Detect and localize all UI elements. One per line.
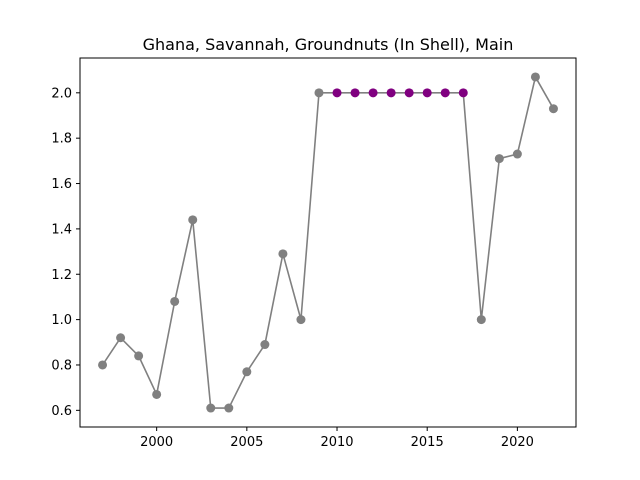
highlighted-data-point xyxy=(422,88,432,98)
data-point xyxy=(296,315,306,325)
data-point xyxy=(260,340,270,350)
x-tick-label: 2010 xyxy=(320,435,353,450)
series-line xyxy=(101,76,555,409)
data-point xyxy=(512,149,522,159)
y-tick-label: 1.0 xyxy=(51,313,72,328)
highlighted-data-point xyxy=(350,88,360,98)
highlighted-data-point xyxy=(386,88,396,98)
y-tick-label: 2.0 xyxy=(51,86,72,101)
y-tick-label: 1.2 xyxy=(51,268,72,283)
plot-area xyxy=(98,72,558,413)
x-tick-label: 2020 xyxy=(501,435,534,450)
highlighted-data-point xyxy=(458,88,468,98)
data-point xyxy=(188,215,198,225)
data-point xyxy=(116,333,126,343)
data-point xyxy=(134,351,144,361)
y-tick-label: 1.8 xyxy=(51,132,72,147)
data-point xyxy=(98,360,108,370)
data-point xyxy=(152,389,162,399)
highlighted-data-point xyxy=(332,88,342,98)
data-point xyxy=(548,104,558,114)
data-point xyxy=(278,249,288,259)
highlighted-data-point xyxy=(440,88,450,98)
x-tick-label: 2015 xyxy=(411,435,444,450)
y-tick-label: 1.6 xyxy=(51,177,72,192)
x-tick-label: 2005 xyxy=(230,435,263,450)
data-point xyxy=(494,154,504,164)
data-point xyxy=(530,72,540,82)
data-point xyxy=(206,403,216,413)
chart-title: Ghana, Savannah, Groundnuts (In Shell), … xyxy=(143,35,514,54)
data-point xyxy=(476,315,486,325)
data-point xyxy=(170,296,180,306)
y-tick-label: 0.8 xyxy=(51,358,72,373)
x-tick-label: 2000 xyxy=(140,435,173,450)
highlighted-data-point xyxy=(404,88,414,98)
axes-frame xyxy=(79,57,577,428)
data-point xyxy=(314,88,324,98)
data-point xyxy=(242,367,252,377)
y-tick-label: 1.4 xyxy=(51,222,72,237)
y-tick-label: 0.6 xyxy=(51,404,72,419)
data-point xyxy=(224,403,234,413)
highlighted-data-point xyxy=(368,88,378,98)
